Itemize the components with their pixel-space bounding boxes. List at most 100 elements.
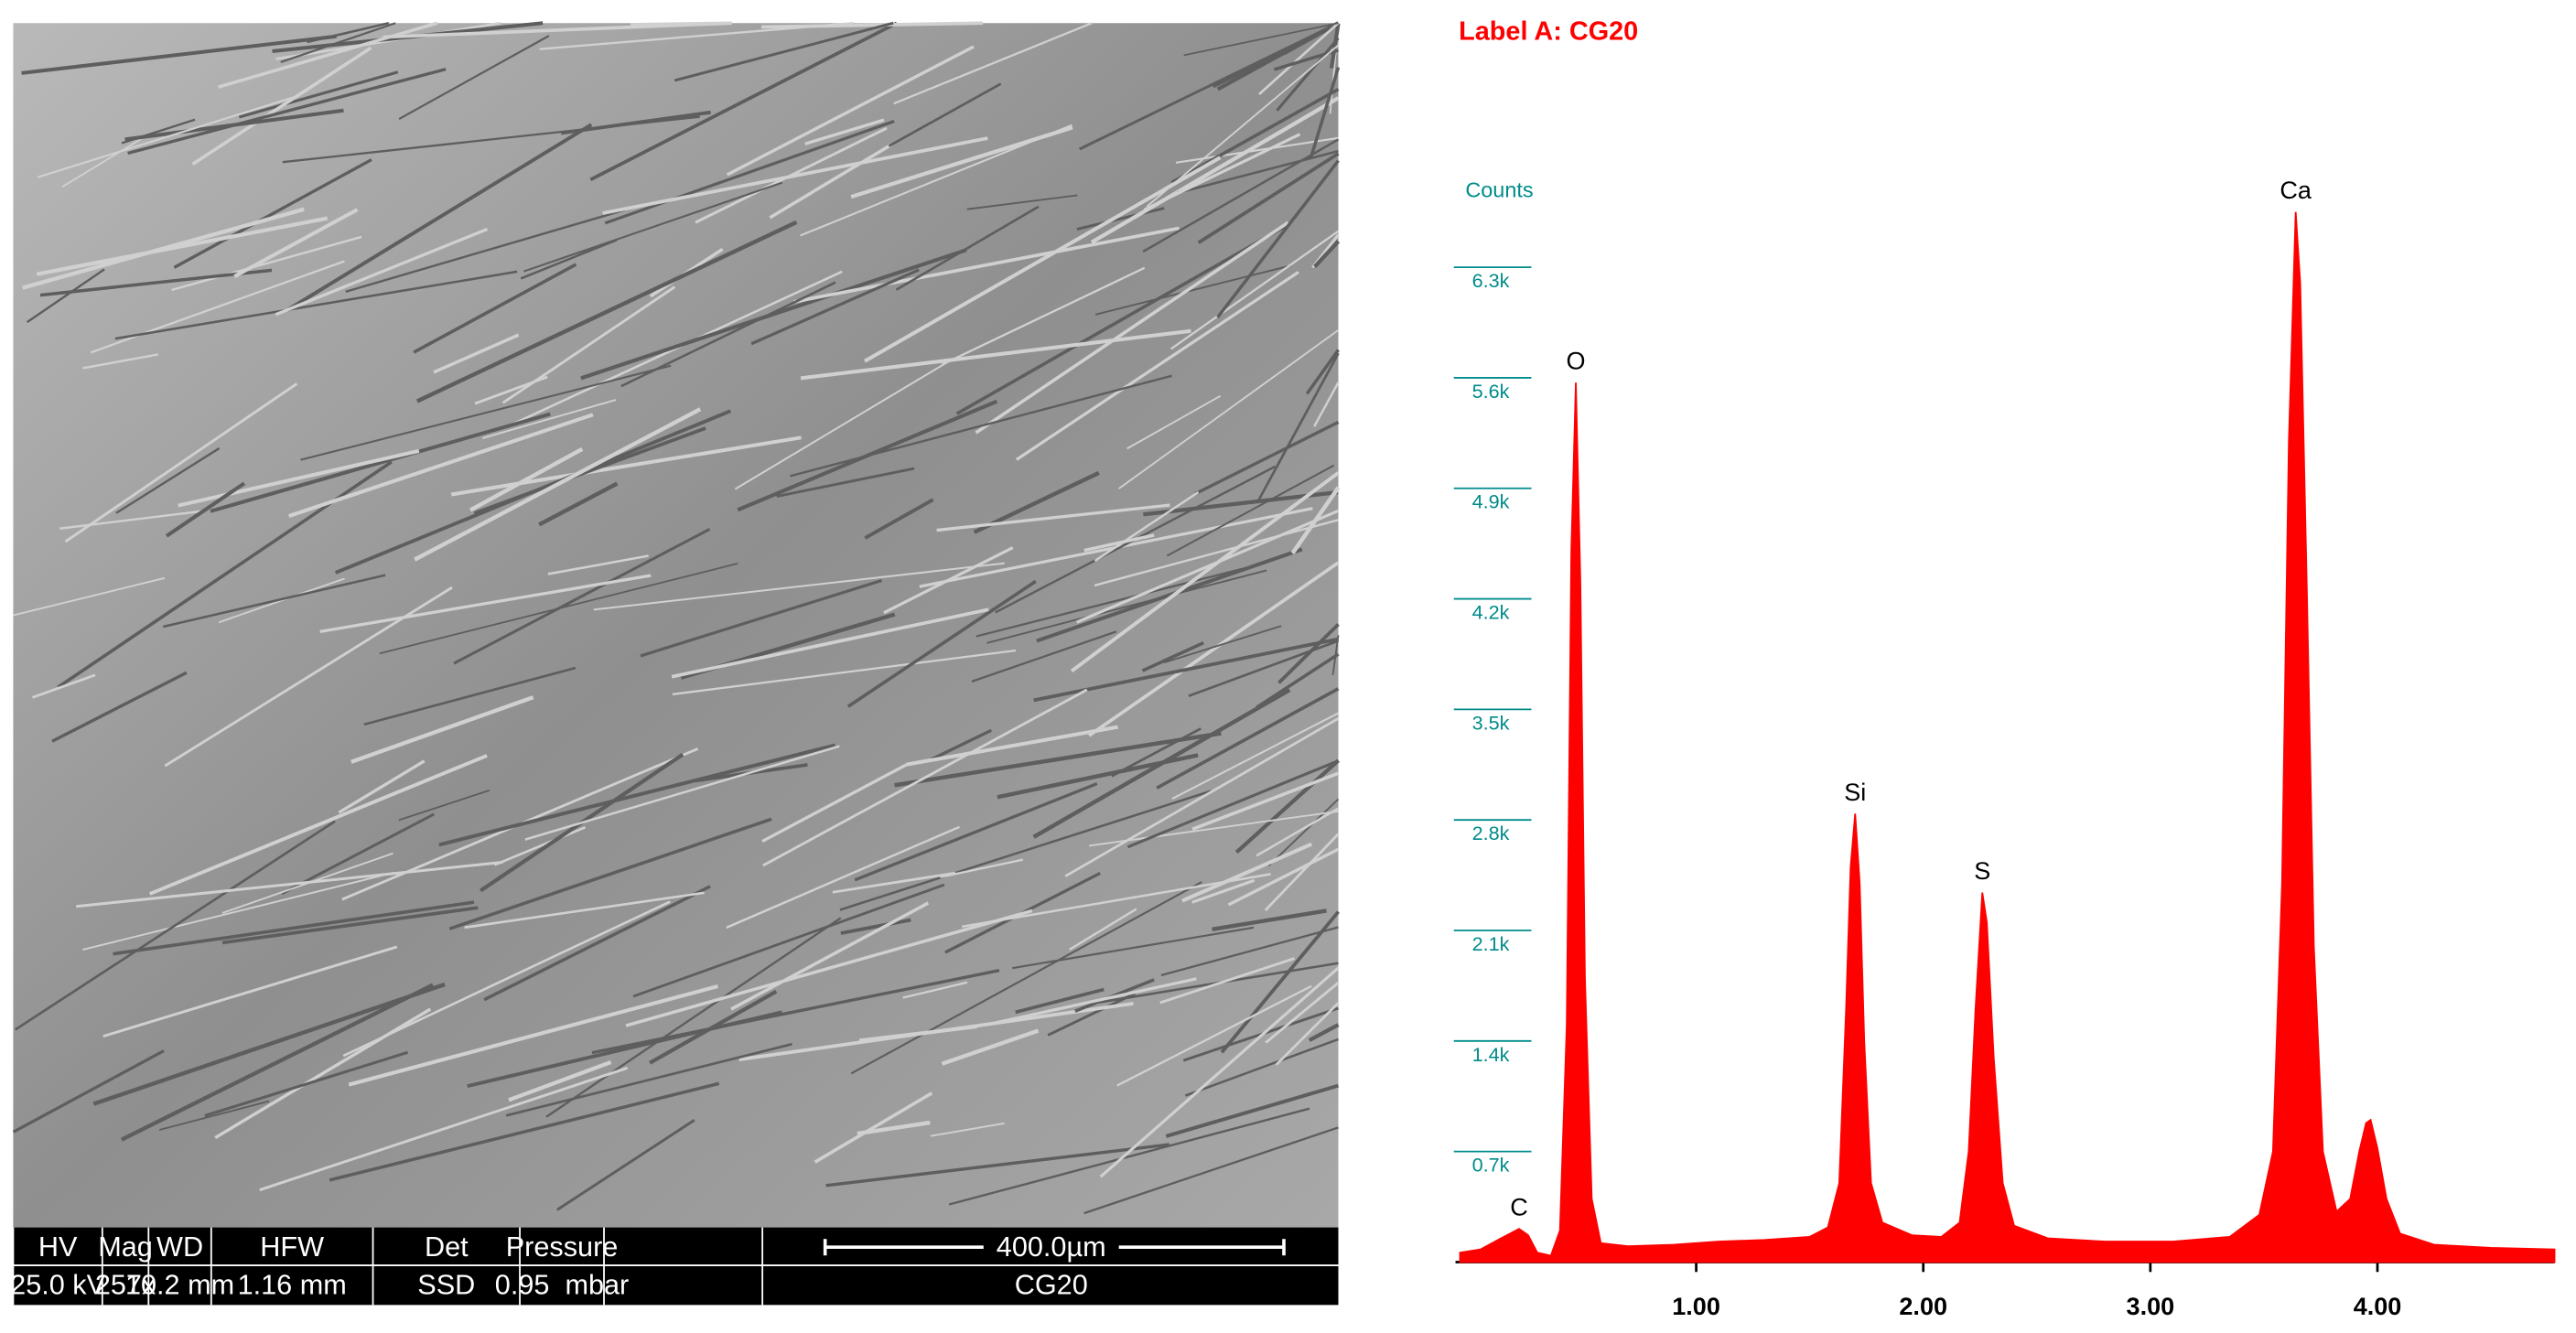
fiber [905, 725, 1118, 767]
fiber [158, 1100, 270, 1131]
fiber [620, 281, 836, 388]
fiber [1309, 67, 1341, 159]
fiber [26, 268, 105, 324]
fiber [350, 695, 534, 764]
fiber [282, 115, 700, 164]
fiber [1116, 984, 1312, 1087]
fiber [307, 21, 390, 44]
fiber [971, 630, 1117, 683]
peak-label: Ca [2280, 177, 2312, 204]
fiber [997, 753, 1199, 800]
plot-area: 0.7k 1.4k 2.1k 2.8k 3.5k 4.2k 4.9k 5.6k 6.3k 1.00… [1453, 177, 2556, 1320]
fiber [338, 759, 426, 814]
peak-label: C [1510, 1194, 1528, 1221]
fiber [1234, 758, 1340, 855]
fiber [672, 649, 1017, 696]
fiber [288, 413, 594, 519]
fiber [929, 728, 993, 762]
fiber [379, 563, 738, 655]
y-axis-label: Counts [1465, 177, 1533, 201]
fiber [804, 118, 885, 145]
fiber [545, 917, 842, 1118]
fiber [113, 900, 475, 956]
fiber [191, 46, 372, 166]
fiber [61, 136, 145, 188]
fiber [238, 70, 399, 119]
fiber [124, 108, 344, 142]
info-header: Pressure [506, 1231, 619, 1263]
info-value: 0.95 mbar [495, 1270, 629, 1301]
peak-label: O [1567, 348, 1586, 375]
scale-bar-label: 400.0µm [997, 1231, 1106, 1263]
peak-label: S [1974, 857, 1990, 885]
fiber [1265, 981, 1340, 1044]
fiber [858, 1025, 977, 1043]
fiber [940, 858, 1024, 878]
fiber-texture [12, 21, 1341, 1215]
fiber [975, 220, 1289, 435]
fiber [538, 481, 619, 527]
fiber [1256, 807, 1340, 857]
fiber [1047, 992, 1137, 1037]
fiber [825, 1143, 1170, 1188]
fiber [1141, 641, 1204, 672]
fiber [1111, 727, 1202, 778]
fiber [178, 448, 420, 508]
fiber [625, 908, 1033, 1027]
fiber [39, 268, 273, 297]
peak-label: Si [1844, 779, 1866, 806]
fiber [1036, 547, 1303, 643]
fiber [793, 226, 1180, 304]
fiber [1329, 23, 1341, 69]
fiber [51, 671, 188, 743]
fiber [259, 1066, 629, 1192]
fiber [1083, 1126, 1339, 1215]
fiber [769, 143, 893, 220]
fiber [398, 789, 490, 822]
y-tick-label: 2.8k [1472, 822, 1510, 844]
fiber [383, 21, 732, 39]
x-tick-label: 2.00 [1899, 1293, 1947, 1320]
fiber [483, 885, 711, 1002]
fiber [348, 984, 718, 1087]
fiber [275, 227, 489, 317]
fiber [1170, 88, 1340, 185]
fiber [1126, 759, 1340, 849]
info-header: HV [38, 1231, 78, 1263]
fiber [114, 270, 518, 340]
y-tick-label: 6.3k [1472, 269, 1510, 292]
fiber [1184, 1037, 1339, 1097]
fiber [814, 1091, 933, 1164]
fiber [888, 82, 1002, 147]
info-header: WD [156, 1231, 203, 1263]
fiber [902, 981, 968, 999]
fiber [127, 67, 447, 156]
fiber [345, 209, 626, 294]
scale-bar-label-bg [983, 1232, 1119, 1263]
fiber [1015, 271, 1299, 461]
chart-title: Label A: CG20 [1459, 17, 1638, 47]
fiber [1088, 810, 1339, 847]
fiber [1076, 207, 1165, 231]
fiber [1118, 329, 1340, 489]
fiber [1193, 420, 1340, 496]
info-header: Mag [98, 1231, 153, 1263]
x-tick-label: 3.00 [2127, 1293, 2175, 1320]
y-tick-label: 3.5k [1472, 711, 1510, 734]
fiber [547, 554, 649, 575]
spectrum-area [1459, 211, 2556, 1263]
fiber [1166, 464, 1335, 557]
fiber [761, 763, 907, 844]
fiber [1163, 625, 1282, 664]
fiber [31, 673, 96, 699]
y-tick-label: 2.1k [1472, 932, 1510, 955]
info-value: 257x [95, 1270, 156, 1301]
fiber [800, 328, 1191, 381]
fiber [398, 35, 550, 121]
fiber [233, 208, 359, 278]
fiber [1290, 486, 1341, 554]
fiber [523, 181, 783, 273]
fiber [1094, 264, 1292, 316]
fiber [473, 426, 706, 515]
